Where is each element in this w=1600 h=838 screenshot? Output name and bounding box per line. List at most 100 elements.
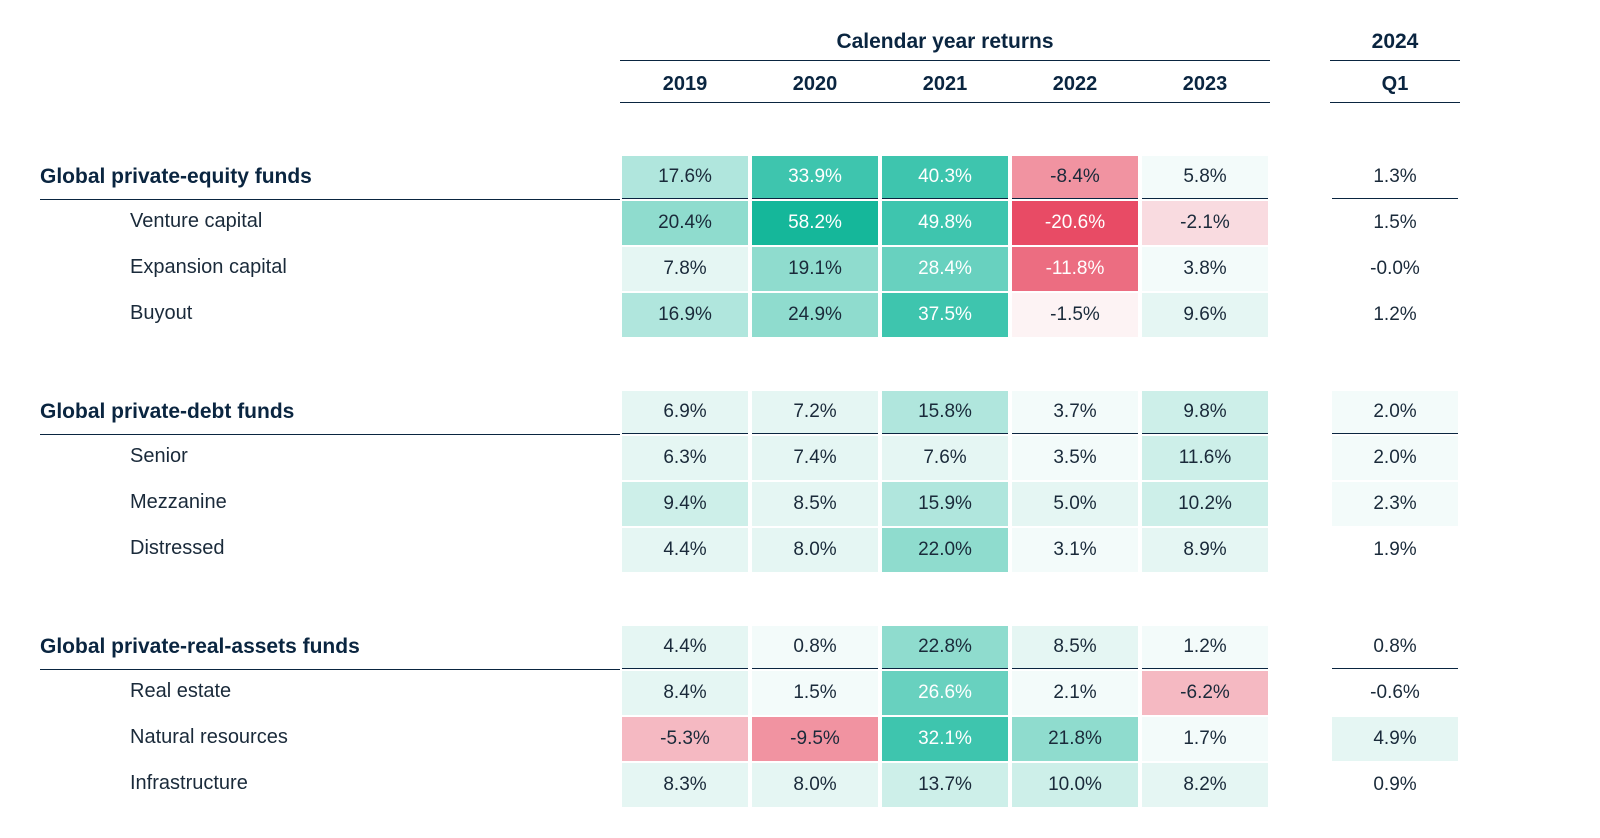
heatmap-cell: 9.4% xyxy=(622,482,748,526)
heatmap-cell: 7.6% xyxy=(882,436,1008,480)
col-2022: 2022 xyxy=(1010,65,1140,103)
heatmap-cell: -0.6% xyxy=(1332,671,1458,715)
col-2021: 2021 xyxy=(880,65,1010,103)
sub-row: Natural resources-5.3%-9.5%32.1%21.8%1.7… xyxy=(40,716,1560,762)
heatmap-cell: 4.4% xyxy=(622,528,748,572)
col-2019: 2019 xyxy=(620,65,750,103)
heatmap-cell: 9.8% xyxy=(1142,391,1268,434)
sub-row: Expansion capital7.8%19.1%28.4%-11.8%3.8… xyxy=(40,246,1560,292)
sub-row: Venture capital20.4%58.2%49.8%-20.6%-2.1… xyxy=(40,200,1560,246)
heatmap-cell: 15.8% xyxy=(882,391,1008,434)
heatmap-cell: 37.5% xyxy=(882,293,1008,337)
heatmap-cell: 33.9% xyxy=(752,156,878,199)
header-2024: 2024 xyxy=(1330,30,1460,61)
heatmap-cell: 1.9% xyxy=(1332,528,1458,572)
sub-row-label: Buyout xyxy=(40,292,620,338)
heatmap-cell: 5.8% xyxy=(1142,156,1268,199)
col-q1: Q1 xyxy=(1330,65,1460,103)
heatmap-cell: 0.8% xyxy=(1332,626,1458,669)
heatmap-cell: 8.4% xyxy=(622,671,748,715)
heatmap-cell: 8.3% xyxy=(622,763,748,807)
heatmap-cell: 8.0% xyxy=(752,528,878,572)
sub-row: Infrastructure8.3%8.0%13.7%10.0%8.2% 0.9% xyxy=(40,762,1560,808)
heatmap-cell: 11.6% xyxy=(1142,436,1268,480)
heatmap-cell: -5.3% xyxy=(622,717,748,761)
sub-row: Buyout16.9%24.9%37.5%-1.5%9.6% 1.2% xyxy=(40,292,1560,338)
heatmap-cell: 8.2% xyxy=(1142,763,1268,807)
heatmap-cell: 32.1% xyxy=(882,717,1008,761)
header-row-years: 2019 2020 2021 2022 2023 Q1 xyxy=(40,65,1560,103)
heatmap-cell: -0.0% xyxy=(1332,247,1458,291)
heatmap-cell: -1.5% xyxy=(1012,293,1138,337)
sub-row: Distressed4.4%8.0%22.0%3.1%8.9%1.9% xyxy=(40,527,1560,573)
heatmap-cell: 8.0% xyxy=(752,763,878,807)
heatmap-cell: 0.9% xyxy=(1332,763,1458,807)
col-2020: 2020 xyxy=(750,65,880,103)
heatmap-cell: 1.5% xyxy=(1332,201,1458,245)
heatmap-cell: 21.8% xyxy=(1012,717,1138,761)
heatmap-cell: 20.4% xyxy=(622,201,748,245)
sub-row-label: Venture capital xyxy=(40,200,620,246)
sub-row-label: Expansion capital xyxy=(40,246,620,292)
heatmap-cell: 7.4% xyxy=(752,436,878,480)
heatmap-cell: 4.9% xyxy=(1332,717,1458,761)
heatmap-cell: -8.4% xyxy=(1012,156,1138,199)
heatmap-cell: 9.6% xyxy=(1142,293,1268,337)
sub-row-label: Distressed xyxy=(40,527,620,573)
group-header-row: Global private-debt funds6.9%7.2%15.8%3.… xyxy=(40,390,1560,435)
group-label: Global private-real-assets funds xyxy=(40,625,620,670)
heatmap-cell: 1.5% xyxy=(752,671,878,715)
heatmap-cell: 6.3% xyxy=(622,436,748,480)
heatmap-cell: 8.5% xyxy=(752,482,878,526)
heatmap-cell: 1.2% xyxy=(1332,293,1458,337)
heatmap-cell: 1.3% xyxy=(1332,156,1458,199)
heatmap-cell: 1.7% xyxy=(1142,717,1268,761)
heatmap-cell: -6.2% xyxy=(1142,671,1268,715)
returns-heatmap-table: Calendar year returns 2024 2019 2020 202… xyxy=(40,30,1560,808)
heatmap-cell: 28.4% xyxy=(882,247,1008,291)
heatmap-cell: 7.8% xyxy=(622,247,748,291)
header-calendar-year-returns: Calendar year returns xyxy=(620,30,1270,61)
sub-row-label: Real estate xyxy=(40,670,620,716)
heatmap-cell: 8.5% xyxy=(1012,626,1138,669)
group-header-row: Global private-equity funds17.6%33.9%40.… xyxy=(40,155,1560,200)
heatmap-cell: 6.9% xyxy=(622,391,748,434)
heatmap-cell: 40.3% xyxy=(882,156,1008,199)
sub-row: Mezzanine9.4%8.5%15.9%5.0%10.2%2.3% xyxy=(40,481,1560,527)
heatmap-cell: 5.0% xyxy=(1012,482,1138,526)
heatmap-cell: 15.9% xyxy=(882,482,1008,526)
col-2023: 2023 xyxy=(1140,65,1270,103)
heatmap-cell: 22.8% xyxy=(882,626,1008,669)
heatmap-cell: 24.9% xyxy=(752,293,878,337)
heatmap-cell: -20.6% xyxy=(1012,201,1138,245)
heatmap-cell: 10.0% xyxy=(1012,763,1138,807)
heatmap-cell: 10.2% xyxy=(1142,482,1268,526)
heatmap-cell: 22.0% xyxy=(882,528,1008,572)
heatmap-cell: -9.5% xyxy=(752,717,878,761)
heatmap-cell: 2.1% xyxy=(1012,671,1138,715)
heatmap-cell: 3.5% xyxy=(1012,436,1138,480)
sub-row-label: Senior xyxy=(40,435,620,481)
heatmap-cell: 3.1% xyxy=(1012,528,1138,572)
heatmap-cell: 49.8% xyxy=(882,201,1008,245)
heatmap-cell: 2.0% xyxy=(1332,391,1458,434)
heatmap-cell: 16.9% xyxy=(622,293,748,337)
header-row-groups: Calendar year returns 2024 xyxy=(40,30,1560,61)
heatmap-cell: 7.2% xyxy=(752,391,878,434)
heatmap-cell: 58.2% xyxy=(752,201,878,245)
group-header-row: Global private-real-assets funds4.4%0.8%… xyxy=(40,625,1560,670)
heatmap-cell: 0.8% xyxy=(752,626,878,669)
heatmap-cell: 13.7% xyxy=(882,763,1008,807)
heatmap-cell: 3.8% xyxy=(1142,247,1268,291)
heatmap-cell: -11.8% xyxy=(1012,247,1138,291)
sub-row: Senior6.3%7.4%7.6%3.5%11.6% 2.0% xyxy=(40,435,1560,481)
group-label: Global private-equity funds xyxy=(40,155,620,200)
heatmap-cell: 1.2% xyxy=(1142,626,1268,669)
sub-row-label: Mezzanine xyxy=(40,481,620,527)
heatmap-cell: 17.6% xyxy=(622,156,748,199)
heatmap-cell: 19.1% xyxy=(752,247,878,291)
heatmap-cell: 2.0% xyxy=(1332,436,1458,480)
sub-row-label: Natural resources xyxy=(40,716,620,762)
sub-row-label: Infrastructure xyxy=(40,762,620,808)
heatmap-cell: 3.7% xyxy=(1012,391,1138,434)
